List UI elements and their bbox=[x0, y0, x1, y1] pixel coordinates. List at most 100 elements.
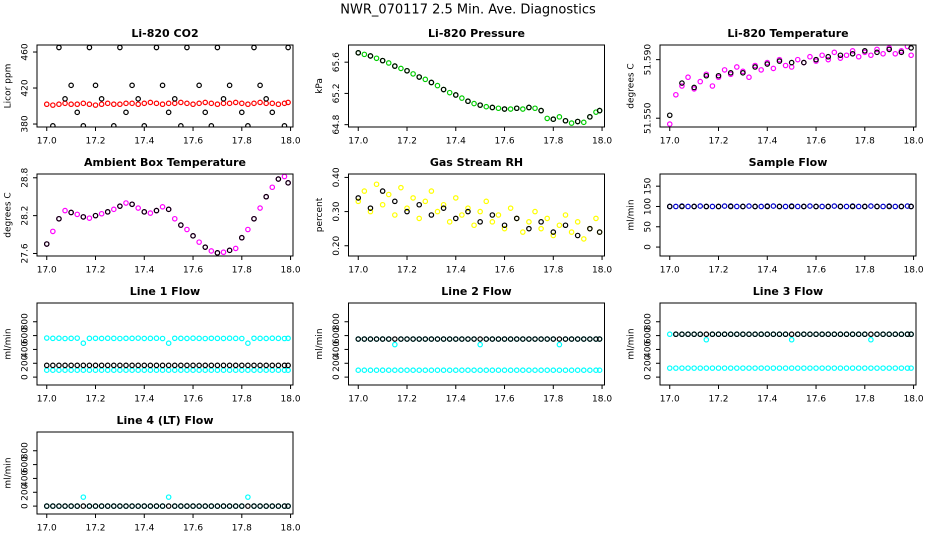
data-point bbox=[556, 222, 563, 229]
data-point bbox=[788, 64, 795, 70]
data-point bbox=[80, 123, 87, 127]
data-point bbox=[80, 367, 87, 373]
data-point bbox=[147, 362, 154, 369]
data-point bbox=[80, 494, 87, 500]
x-tick-label: 17.4 bbox=[134, 524, 154, 534]
data-point bbox=[727, 331, 734, 338]
y-tick-label: 65.2 bbox=[332, 83, 342, 103]
data-point bbox=[226, 335, 233, 342]
data-point bbox=[801, 203, 807, 210]
data-point bbox=[184, 367, 190, 373]
x-tick-label: 17.2 bbox=[85, 266, 105, 276]
data-point bbox=[123, 367, 129, 373]
data-point bbox=[501, 225, 508, 232]
plot-frame bbox=[659, 44, 917, 128]
data-point bbox=[165, 100, 172, 107]
data-point bbox=[379, 188, 386, 194]
data-point bbox=[379, 367, 386, 373]
data-point bbox=[50, 367, 56, 373]
data-point bbox=[123, 200, 129, 206]
y-tick-label: 400 bbox=[21, 470, 31, 487]
x-tick-label: 17.8 bbox=[855, 266, 875, 276]
data-point bbox=[489, 367, 496, 373]
data-point bbox=[801, 331, 807, 338]
data-point bbox=[98, 335, 105, 342]
data-point bbox=[685, 331, 691, 338]
data-point bbox=[196, 367, 202, 373]
data-point bbox=[908, 45, 914, 51]
data-point bbox=[666, 121, 673, 127]
data-point bbox=[257, 503, 263, 509]
data-point bbox=[434, 367, 441, 373]
plot-frame bbox=[36, 44, 294, 128]
data-point bbox=[727, 365, 734, 371]
data-point bbox=[92, 82, 99, 89]
data-point bbox=[532, 208, 538, 215]
data-point bbox=[825, 56, 832, 63]
data-point bbox=[440, 336, 447, 342]
data-point bbox=[550, 336, 557, 342]
data-point bbox=[596, 336, 603, 342]
data-point bbox=[776, 331, 783, 338]
data-point bbox=[886, 46, 892, 53]
data-point bbox=[825, 331, 832, 338]
data-point bbox=[111, 362, 117, 369]
y-tick-label: 200 bbox=[21, 483, 31, 500]
data-point bbox=[483, 367, 490, 373]
data-point bbox=[849, 48, 856, 54]
data-point bbox=[43, 503, 50, 509]
data-point bbox=[98, 210, 105, 217]
data-point bbox=[813, 56, 819, 63]
data-point bbox=[123, 503, 129, 509]
data-point bbox=[831, 365, 838, 371]
data-point bbox=[202, 99, 209, 106]
data-point bbox=[501, 222, 508, 229]
data-point bbox=[776, 203, 783, 210]
data-point bbox=[513, 336, 520, 342]
data-point bbox=[232, 245, 239, 252]
data-point bbox=[874, 365, 880, 371]
data-point bbox=[477, 336, 483, 342]
data-point bbox=[733, 331, 740, 338]
data-point bbox=[471, 100, 477, 107]
data-point bbox=[281, 174, 288, 180]
data-point bbox=[596, 107, 603, 114]
data-point bbox=[135, 362, 141, 369]
data-point bbox=[123, 109, 129, 116]
data-point bbox=[226, 367, 233, 373]
data-point bbox=[819, 365, 825, 371]
data-point bbox=[794, 365, 801, 371]
data-point bbox=[715, 331, 722, 338]
data-point bbox=[92, 362, 99, 369]
y-tick-label: 600 bbox=[644, 327, 654, 344]
data-point bbox=[697, 203, 704, 209]
data-point bbox=[770, 203, 777, 209]
y-tick-label: 64.8 bbox=[332, 114, 342, 134]
data-point bbox=[593, 215, 599, 222]
data-point bbox=[666, 203, 673, 210]
data-point bbox=[251, 215, 257, 222]
data-point bbox=[507, 205, 514, 211]
data-point bbox=[257, 82, 263, 89]
data-point bbox=[685, 365, 691, 371]
data-point bbox=[825, 203, 832, 210]
data-point bbox=[538, 219, 544, 225]
data-point bbox=[62, 96, 68, 102]
data-point bbox=[43, 335, 50, 341]
y-tick-label: 800 bbox=[332, 313, 342, 330]
panel-title: Line 3 Flow bbox=[753, 285, 823, 298]
data-point bbox=[562, 212, 569, 218]
data-point bbox=[232, 99, 239, 106]
y-tick-label: 380 bbox=[21, 115, 31, 132]
data-point bbox=[202, 367, 209, 373]
data-point bbox=[129, 367, 135, 373]
data-point bbox=[861, 48, 868, 54]
data-point bbox=[709, 203, 716, 210]
data-point bbox=[868, 203, 874, 209]
data-point bbox=[86, 362, 93, 369]
data-point bbox=[141, 503, 148, 509]
data-point bbox=[220, 100, 227, 107]
data-point bbox=[428, 188, 435, 194]
data-point bbox=[721, 331, 728, 338]
data-point bbox=[544, 215, 551, 222]
